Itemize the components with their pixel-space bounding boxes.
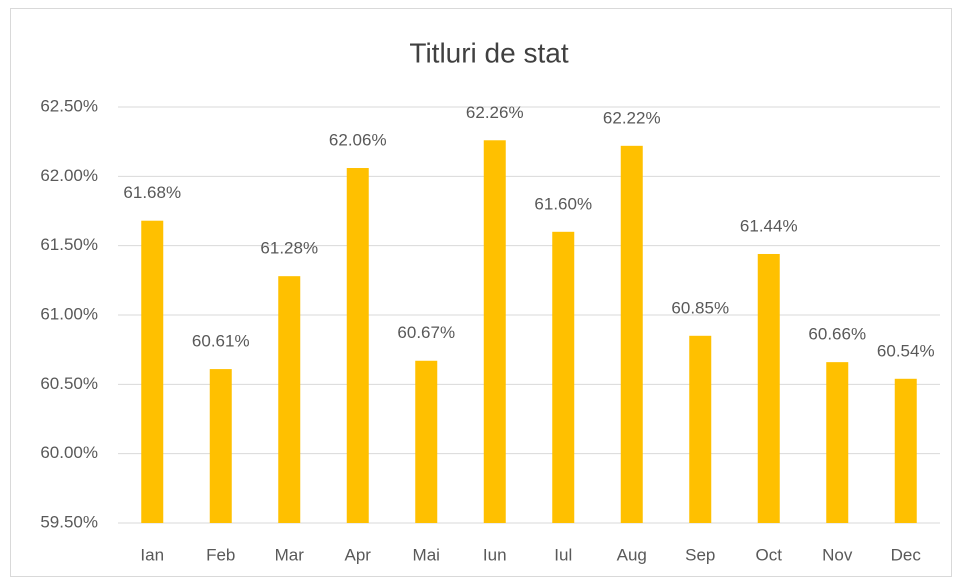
y-tick-label: 62.00%: [40, 166, 98, 185]
x-tick-label: Aug: [617, 545, 647, 564]
data-label: 60.61%: [192, 332, 250, 351]
data-label: 61.28%: [260, 239, 318, 258]
data-label: 62.22%: [603, 108, 661, 127]
x-tick-label: Mai: [413, 545, 440, 564]
x-tick-label: Iun: [483, 545, 507, 564]
x-tick-label: Nov: [822, 545, 853, 564]
bar: [689, 335, 712, 523]
x-tick-label: Ian: [140, 545, 164, 564]
y-tick-label: 61.50%: [40, 235, 98, 254]
data-label: 60.85%: [671, 298, 729, 317]
bar: [415, 360, 438, 523]
x-tick-label: Dec: [891, 545, 922, 564]
data-label: 62.06%: [329, 130, 387, 149]
bar: [552, 231, 575, 524]
bar: [894, 378, 917, 523]
bar: [757, 253, 780, 523]
y-tick-label: 60.00%: [40, 443, 98, 462]
data-label: 60.54%: [877, 341, 935, 360]
y-tick-label: 62.50%: [40, 96, 98, 115]
bar: [278, 276, 301, 523]
x-tick-label: Mar: [275, 545, 305, 564]
bar: [346, 168, 369, 523]
chart-title: Titluri de stat: [409, 37, 568, 68]
chart-border: [10, 8, 952, 577]
x-tick-label: Iul: [554, 545, 572, 564]
x-tick-label: Apr: [345, 545, 372, 564]
x-tick-label: Sep: [685, 545, 715, 564]
data-label: 62.26%: [466, 103, 524, 122]
x-tick-label: Oct: [756, 545, 783, 564]
y-tick-label: 60.50%: [40, 374, 98, 393]
data-label: 61.60%: [534, 194, 592, 213]
bar: [826, 362, 849, 523]
bar: [620, 145, 643, 523]
data-label: 61.44%: [740, 216, 798, 235]
data-label: 60.66%: [808, 325, 866, 344]
data-label: 60.67%: [397, 323, 455, 342]
y-tick-label: 61.00%: [40, 304, 98, 323]
bar: [483, 140, 506, 523]
bar: [209, 369, 232, 523]
data-label: 61.68%: [123, 183, 181, 202]
x-tick-label: Feb: [206, 545, 235, 564]
y-tick-label: 59.50%: [40, 512, 98, 531]
bar: [141, 220, 164, 523]
